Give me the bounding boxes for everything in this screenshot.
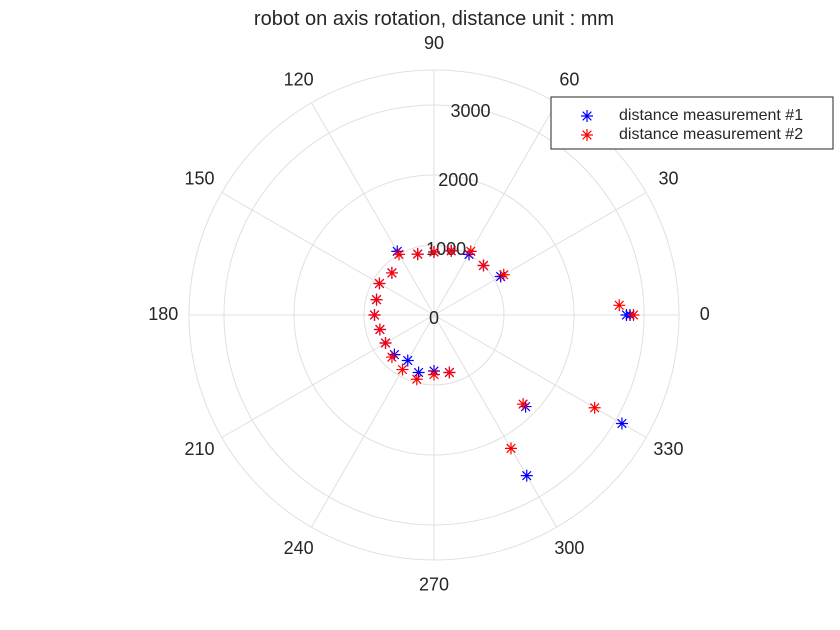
data-point [368, 309, 381, 321]
data-point [477, 259, 490, 272]
theta-tick-label: 330 [653, 439, 683, 459]
data-series [368, 244, 640, 482]
data-point [517, 398, 530, 411]
polar-grid [188, 69, 680, 561]
legend: distance measurement #1 distance measure… [550, 96, 834, 150]
data-point [412, 366, 425, 379]
data-point [370, 293, 383, 306]
chart-title: robot on axis rotation, distance unit : … [254, 8, 614, 30]
data-point [464, 245, 477, 258]
legend-marker [581, 110, 593, 122]
theta-tick-label: 30 [658, 168, 678, 188]
data-point [373, 277, 386, 290]
theta-tick-label: 90 [424, 33, 444, 53]
data-point [463, 248, 475, 261]
grid-spoke [311, 102, 435, 316]
data-point [497, 268, 510, 281]
data-point [627, 309, 640, 321]
data-point [615, 417, 628, 430]
data-point [588, 401, 601, 414]
data-point [410, 373, 423, 386]
grid-spoke [433, 102, 557, 316]
theta-tick-label: 180 [148, 304, 178, 324]
legend-marker-series-1 [581, 110, 593, 122]
data-point [520, 469, 533, 482]
grid-spoke [433, 314, 647, 438]
legend-label-series-2: distance measurement #2 [619, 126, 803, 143]
data-point [445, 244, 458, 257]
theta-tick-label: 210 [185, 439, 215, 459]
theta-tick-label: 240 [284, 538, 314, 558]
grid-spoke [221, 192, 435, 316]
theta-tick-label: 60 [559, 69, 579, 89]
legend-marker [581, 129, 593, 141]
theta-tick-label: 120 [284, 69, 314, 89]
grid-spoke [433, 314, 557, 528]
data-point [391, 245, 404, 258]
data-point [443, 366, 456, 379]
legend-box [550, 96, 834, 150]
r-tick-label: 1000 [426, 239, 466, 259]
data-point [385, 351, 398, 364]
data-point [494, 270, 507, 283]
data-point [505, 442, 517, 455]
theta-tick-label: 300 [554, 538, 584, 558]
theta-tick-label: 0 [700, 304, 710, 324]
legend-marker-series-2 [581, 129, 593, 141]
data-point [428, 368, 440, 381]
data-point [385, 266, 398, 279]
theta-tick-label: 270 [419, 574, 449, 594]
r-tick-label: 2000 [438, 170, 478, 190]
grid-spoke [311, 314, 435, 528]
data-point [613, 299, 626, 312]
data-point [620, 309, 633, 321]
r-tick-label: 3000 [450, 101, 490, 121]
data-point [396, 363, 409, 376]
theta-tick-labels: 0 30 60 90 120 150 180 210 240 270 300 330 [148, 33, 709, 594]
data-point [428, 246, 440, 258]
data-point [393, 248, 405, 261]
grid-spoke [433, 192, 647, 316]
data-point [411, 248, 424, 261]
data-point [401, 354, 414, 367]
data-point [373, 323, 386, 336]
legend-label-series-1: distance measurement #1 [619, 107, 803, 124]
r-tick-label: 0 [429, 308, 439, 328]
series-2 [368, 244, 640, 455]
grid-spoke [221, 314, 435, 438]
theta-tick-label: 150 [185, 168, 215, 188]
r-tick-labels: 0 1000 2000 3000 [426, 101, 490, 328]
data-point [379, 337, 392, 349]
